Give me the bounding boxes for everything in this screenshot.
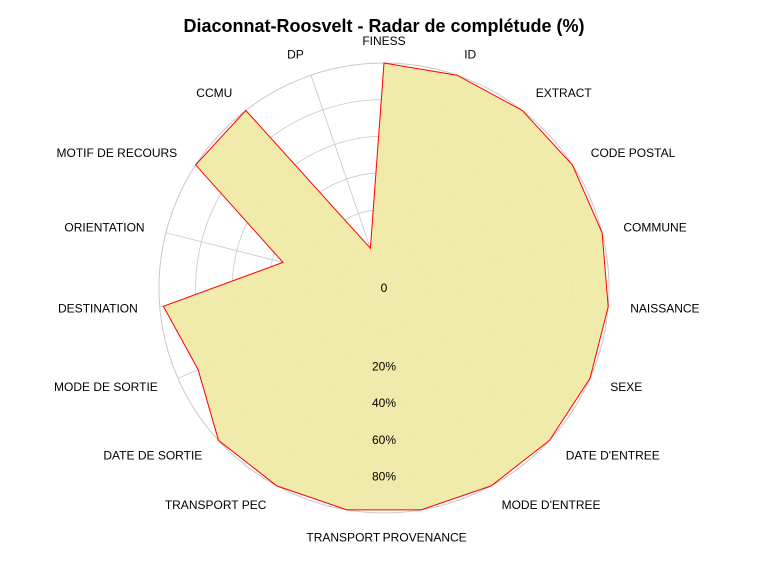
axis-label: ORIENTATION: [64, 220, 144, 234]
axis-label: DP: [287, 47, 304, 61]
ring-label: 40%: [372, 396, 396, 410]
axis-label: CODE POSTAL: [591, 146, 676, 160]
axis-label: ID: [464, 47, 476, 61]
ring-label: 80%: [372, 469, 396, 483]
axis-label: SEXE: [610, 380, 642, 394]
ring-labels: 0 20% 40% 60% 80%: [372, 281, 396, 483]
axis-labels: FINESS ID EXTRACT CODE POSTAL COMMUNE NAISSAN…: [54, 34, 700, 545]
series-area: [162, 62, 609, 511]
ring-label: 0: [381, 281, 388, 295]
axis-label: PROVENANCE: [383, 531, 467, 545]
axis-label: MOTIF DE RECOURS: [57, 146, 178, 160]
radar-series: [162, 62, 609, 511]
axis-label: MODE DE SORTIE: [54, 380, 158, 394]
axis-label: CCMU: [196, 86, 232, 100]
axis-label: EXTRACT: [536, 86, 593, 100]
axis-label: MODE D'ENTREE: [502, 498, 601, 512]
ring-label: 60%: [372, 433, 396, 447]
axis-label: DATE DE SORTIE: [103, 448, 202, 462]
axis-label: FINESS: [362, 34, 405, 48]
spoke-line: [310, 75, 371, 249]
axis-label: TRANSPORT PEC: [165, 498, 267, 512]
axis-label: COMMUNE: [623, 220, 686, 234]
axis-label: DATE D'ENTREE: [566, 448, 660, 462]
chart-title: Diaconnat-Roosvelt - Radar de complétude…: [183, 16, 585, 36]
axis-label: DESTINATION: [58, 301, 138, 315]
axis-label: NAISSANCE: [630, 301, 699, 315]
axis-label: TRANSPORT: [306, 531, 380, 545]
ring-label: 20%: [372, 360, 396, 374]
